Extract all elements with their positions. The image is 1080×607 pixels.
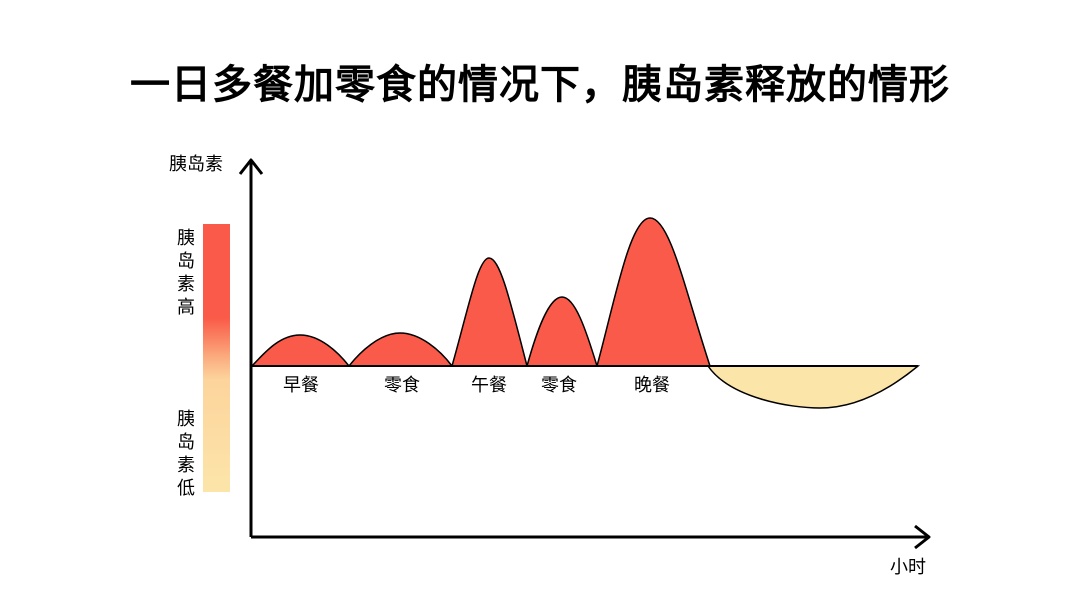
insulin-level-scale-bar xyxy=(203,224,230,492)
y-axis-label: 胰岛素 xyxy=(169,154,223,175)
y-axis-arrow xyxy=(238,158,264,175)
dinner-peak xyxy=(596,217,712,367)
x-axis-label: 小时 xyxy=(890,557,926,578)
x-axis-arrow xyxy=(914,524,931,550)
meal-label-breakfast: 早餐 xyxy=(283,375,319,396)
meal-label-snack-2: 零食 xyxy=(541,375,577,396)
scale-high-text: 胰岛素高 xyxy=(177,228,195,318)
insulin-low-dip xyxy=(706,365,921,409)
scale-low-label: 胰岛素低 xyxy=(177,409,195,499)
meal-label-lunch: 午餐 xyxy=(471,375,507,396)
meal-label-snack-1: 零食 xyxy=(384,375,420,396)
meal-label-dinner: 晚餐 xyxy=(634,375,670,396)
lunch-peak xyxy=(451,257,528,367)
scale-low-text: 胰岛素低 xyxy=(177,409,195,499)
morning-snack-peak xyxy=(347,332,454,367)
scale-high-label: 胰岛素高 xyxy=(177,228,195,318)
page-title: 一日多餐加零食的情况下，胰岛素释放的情形 xyxy=(130,62,950,108)
afternoon-snack-peak xyxy=(526,296,599,367)
breakfast-peak xyxy=(250,334,351,367)
